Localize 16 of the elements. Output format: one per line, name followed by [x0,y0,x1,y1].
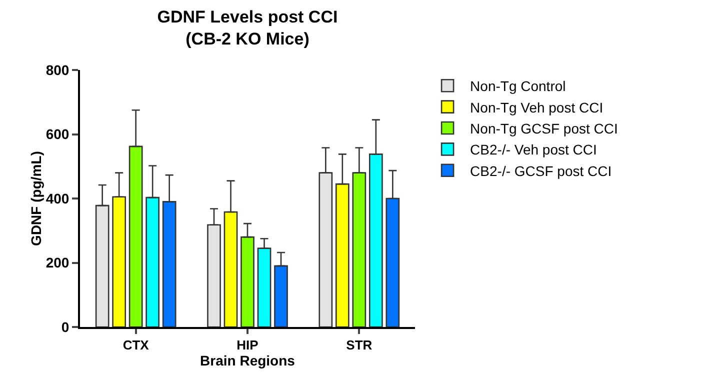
legend-label: CB2-/- GCSF post CCI [470,162,612,179]
y-tick-label: 200 [46,254,70,271]
legend-label: Non-Tg Control [470,78,566,94]
y-tick-label: 400 [46,190,70,206]
y-tick-label: 800 [46,62,70,78]
x-axis-title: Brain Regions [200,352,296,369]
legend-label: CB2-/- Veh post CCI [470,142,597,158]
y-tick-label: 600 [46,126,70,142]
y-tick-label: 0 [61,318,70,335]
legend-label: Non-Tg Veh post CCI [470,99,604,116]
chart-title: GDNF Levels post CCI (CB-2 KO Mice) [157,8,338,49]
x-tick-label: HIP [236,338,259,353]
y-axis-title: GDNF (pg/mL) [28,151,44,246]
x-tick-label: CTX [122,338,150,353]
legend-label: Non-Tg GCSF post CCI [470,120,618,136]
x-tick-label: STR [346,338,373,353]
